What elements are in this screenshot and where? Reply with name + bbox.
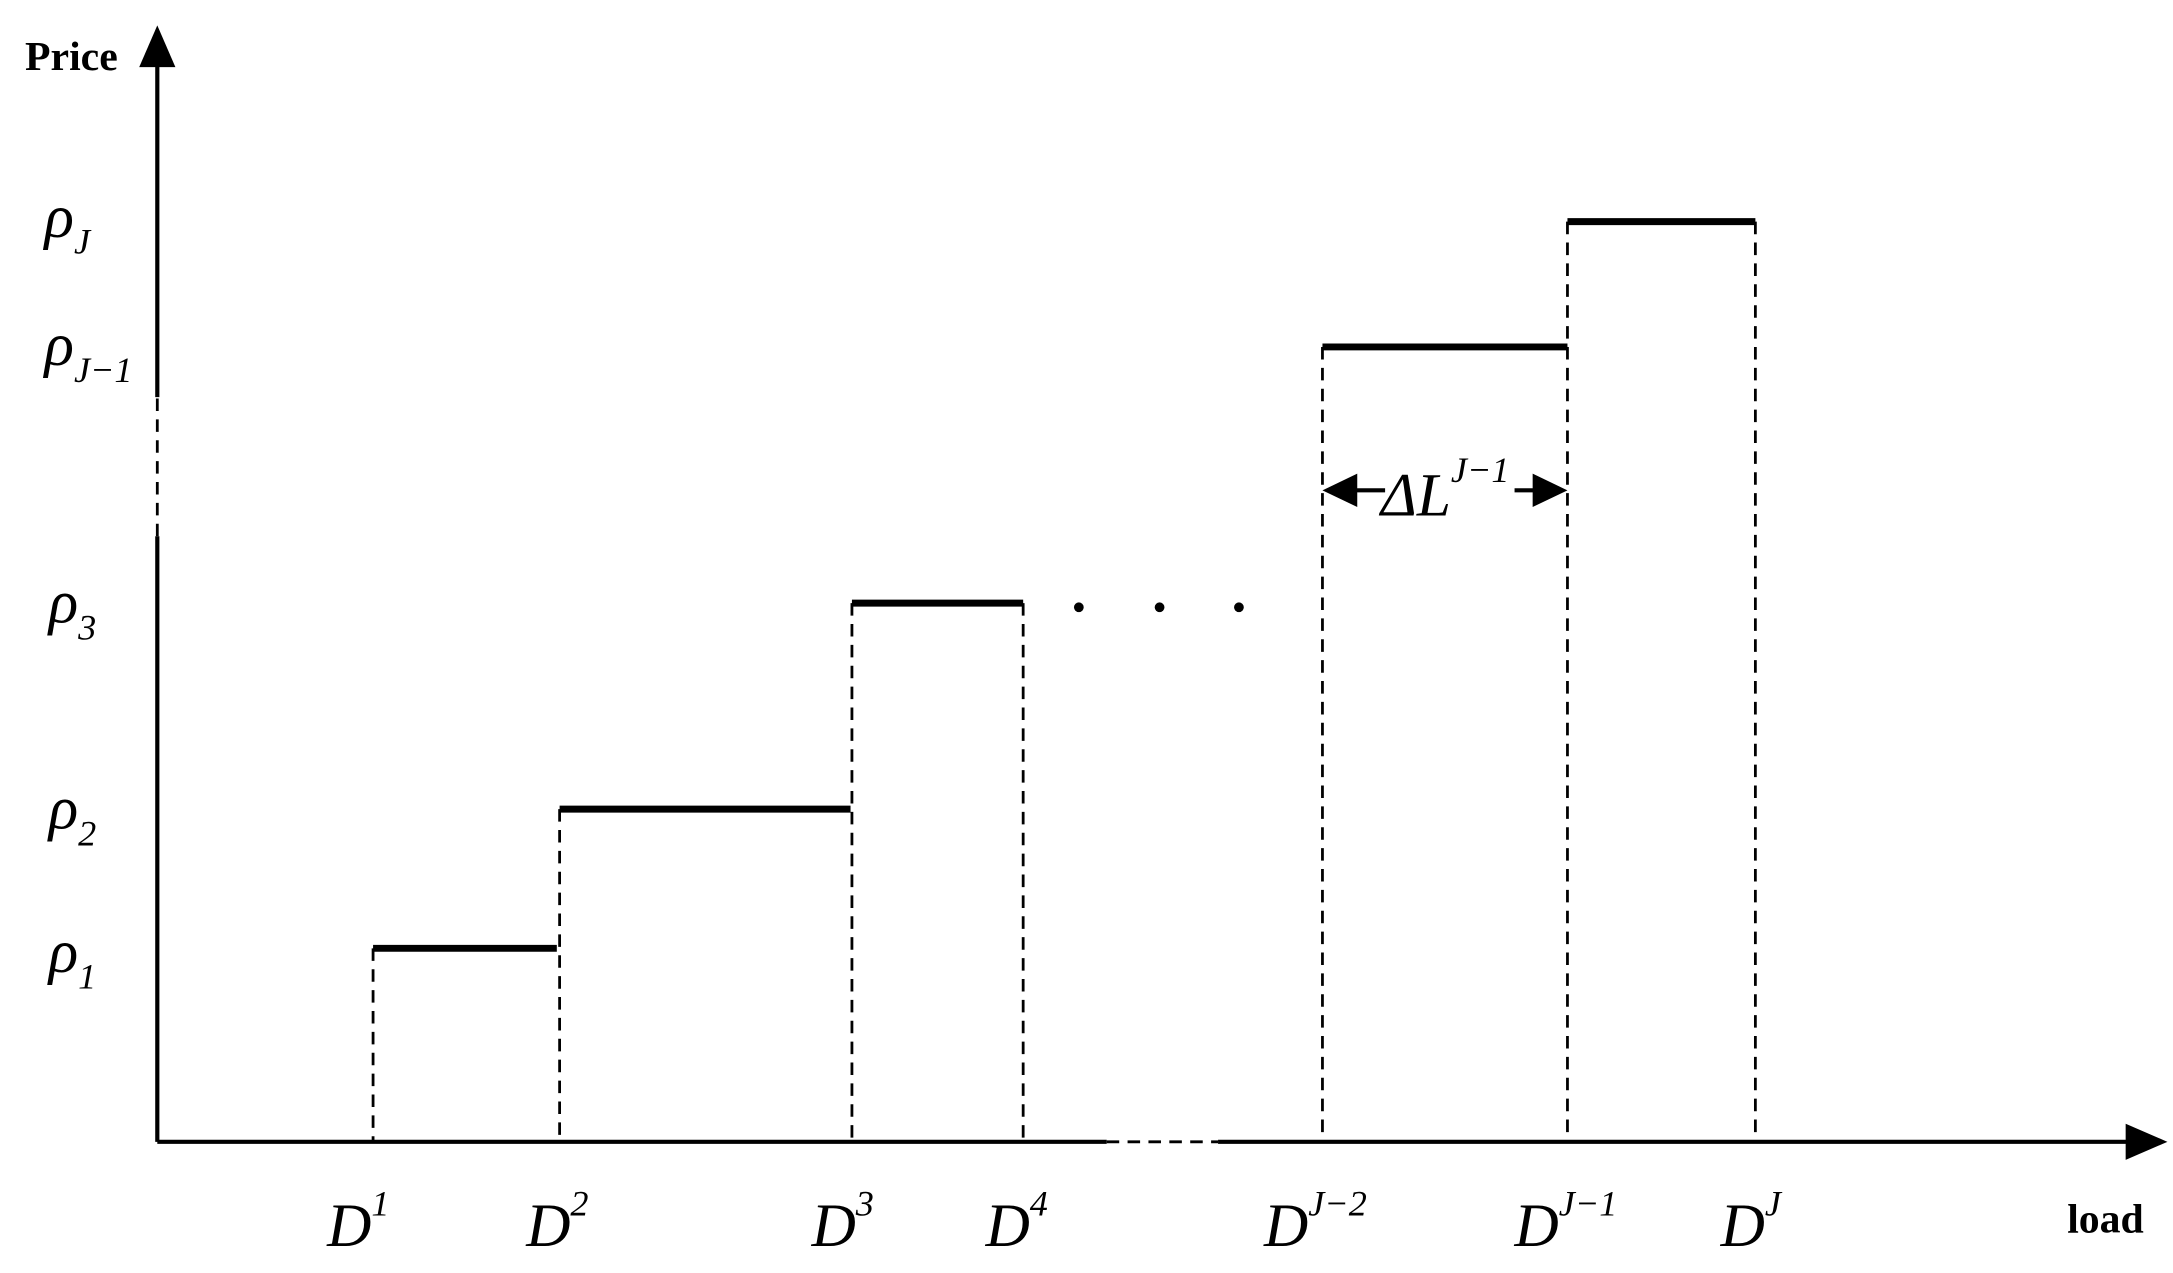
x-label-base: D xyxy=(811,1192,856,1260)
y-label: ρJ xyxy=(43,183,92,262)
y-label-sub: 3 xyxy=(77,607,96,647)
x-label-sup: 1 xyxy=(371,1184,389,1224)
y-label-sub: 2 xyxy=(78,813,96,853)
x-label-sup: J xyxy=(1765,1184,1783,1224)
y-label-base: ρ xyxy=(43,183,74,251)
x-label-base: D xyxy=(1263,1192,1308,1260)
x-label-sup: J−2 xyxy=(1308,1184,1367,1224)
x-label: D1 xyxy=(326,1184,389,1261)
x-label-base: D xyxy=(1514,1192,1559,1260)
x-label-sup: J−1 xyxy=(1559,1184,1618,1224)
x-label-sup: 3 xyxy=(855,1184,874,1224)
y-label: ρ2 xyxy=(47,775,97,854)
x-label-sup: 2 xyxy=(570,1184,588,1224)
x-label: D3 xyxy=(811,1184,874,1261)
y-label-base: ρ xyxy=(43,311,74,379)
x-label-base: D xyxy=(525,1192,570,1260)
y-label: ρ3 xyxy=(47,569,96,648)
y-label-sub: 1 xyxy=(78,957,96,997)
y-label-base: ρ xyxy=(47,569,78,637)
y-label: ρJ−1 xyxy=(43,311,133,390)
x-label: D4 xyxy=(985,1184,1048,1261)
interval-sup: J−1 xyxy=(1451,450,1510,490)
x-label: D2 xyxy=(525,1184,588,1261)
x-label-base: D xyxy=(1720,1192,1765,1260)
x-label: DJ−2 xyxy=(1263,1184,1367,1261)
y-label-base: ρ xyxy=(47,775,78,843)
y-label-base: ρ xyxy=(47,918,78,986)
y-label-sub: J−1 xyxy=(74,350,133,390)
interval-base: ΔL xyxy=(1378,461,1451,529)
interval-arrow xyxy=(1532,473,1568,508)
interval-arrow xyxy=(1322,473,1358,508)
y-label-sub: J xyxy=(74,222,92,262)
x-label-sup: 4 xyxy=(1030,1184,1048,1224)
x-title: load xyxy=(2067,1196,2144,1242)
x-label-base: D xyxy=(326,1192,371,1260)
x-label-base: D xyxy=(985,1192,1030,1260)
dot xyxy=(1154,602,1165,613)
y-arrow xyxy=(139,25,176,68)
interval-label: ΔLJ−1 xyxy=(1378,450,1510,529)
x-label: DJ−1 xyxy=(1514,1184,1618,1261)
x-arrow xyxy=(2125,1123,2168,1160)
x-label: DJ xyxy=(1720,1184,1783,1261)
y-title: Price xyxy=(25,34,118,80)
dot xyxy=(1234,602,1244,613)
y-label: ρ1 xyxy=(47,918,97,997)
dot xyxy=(1073,602,1084,613)
